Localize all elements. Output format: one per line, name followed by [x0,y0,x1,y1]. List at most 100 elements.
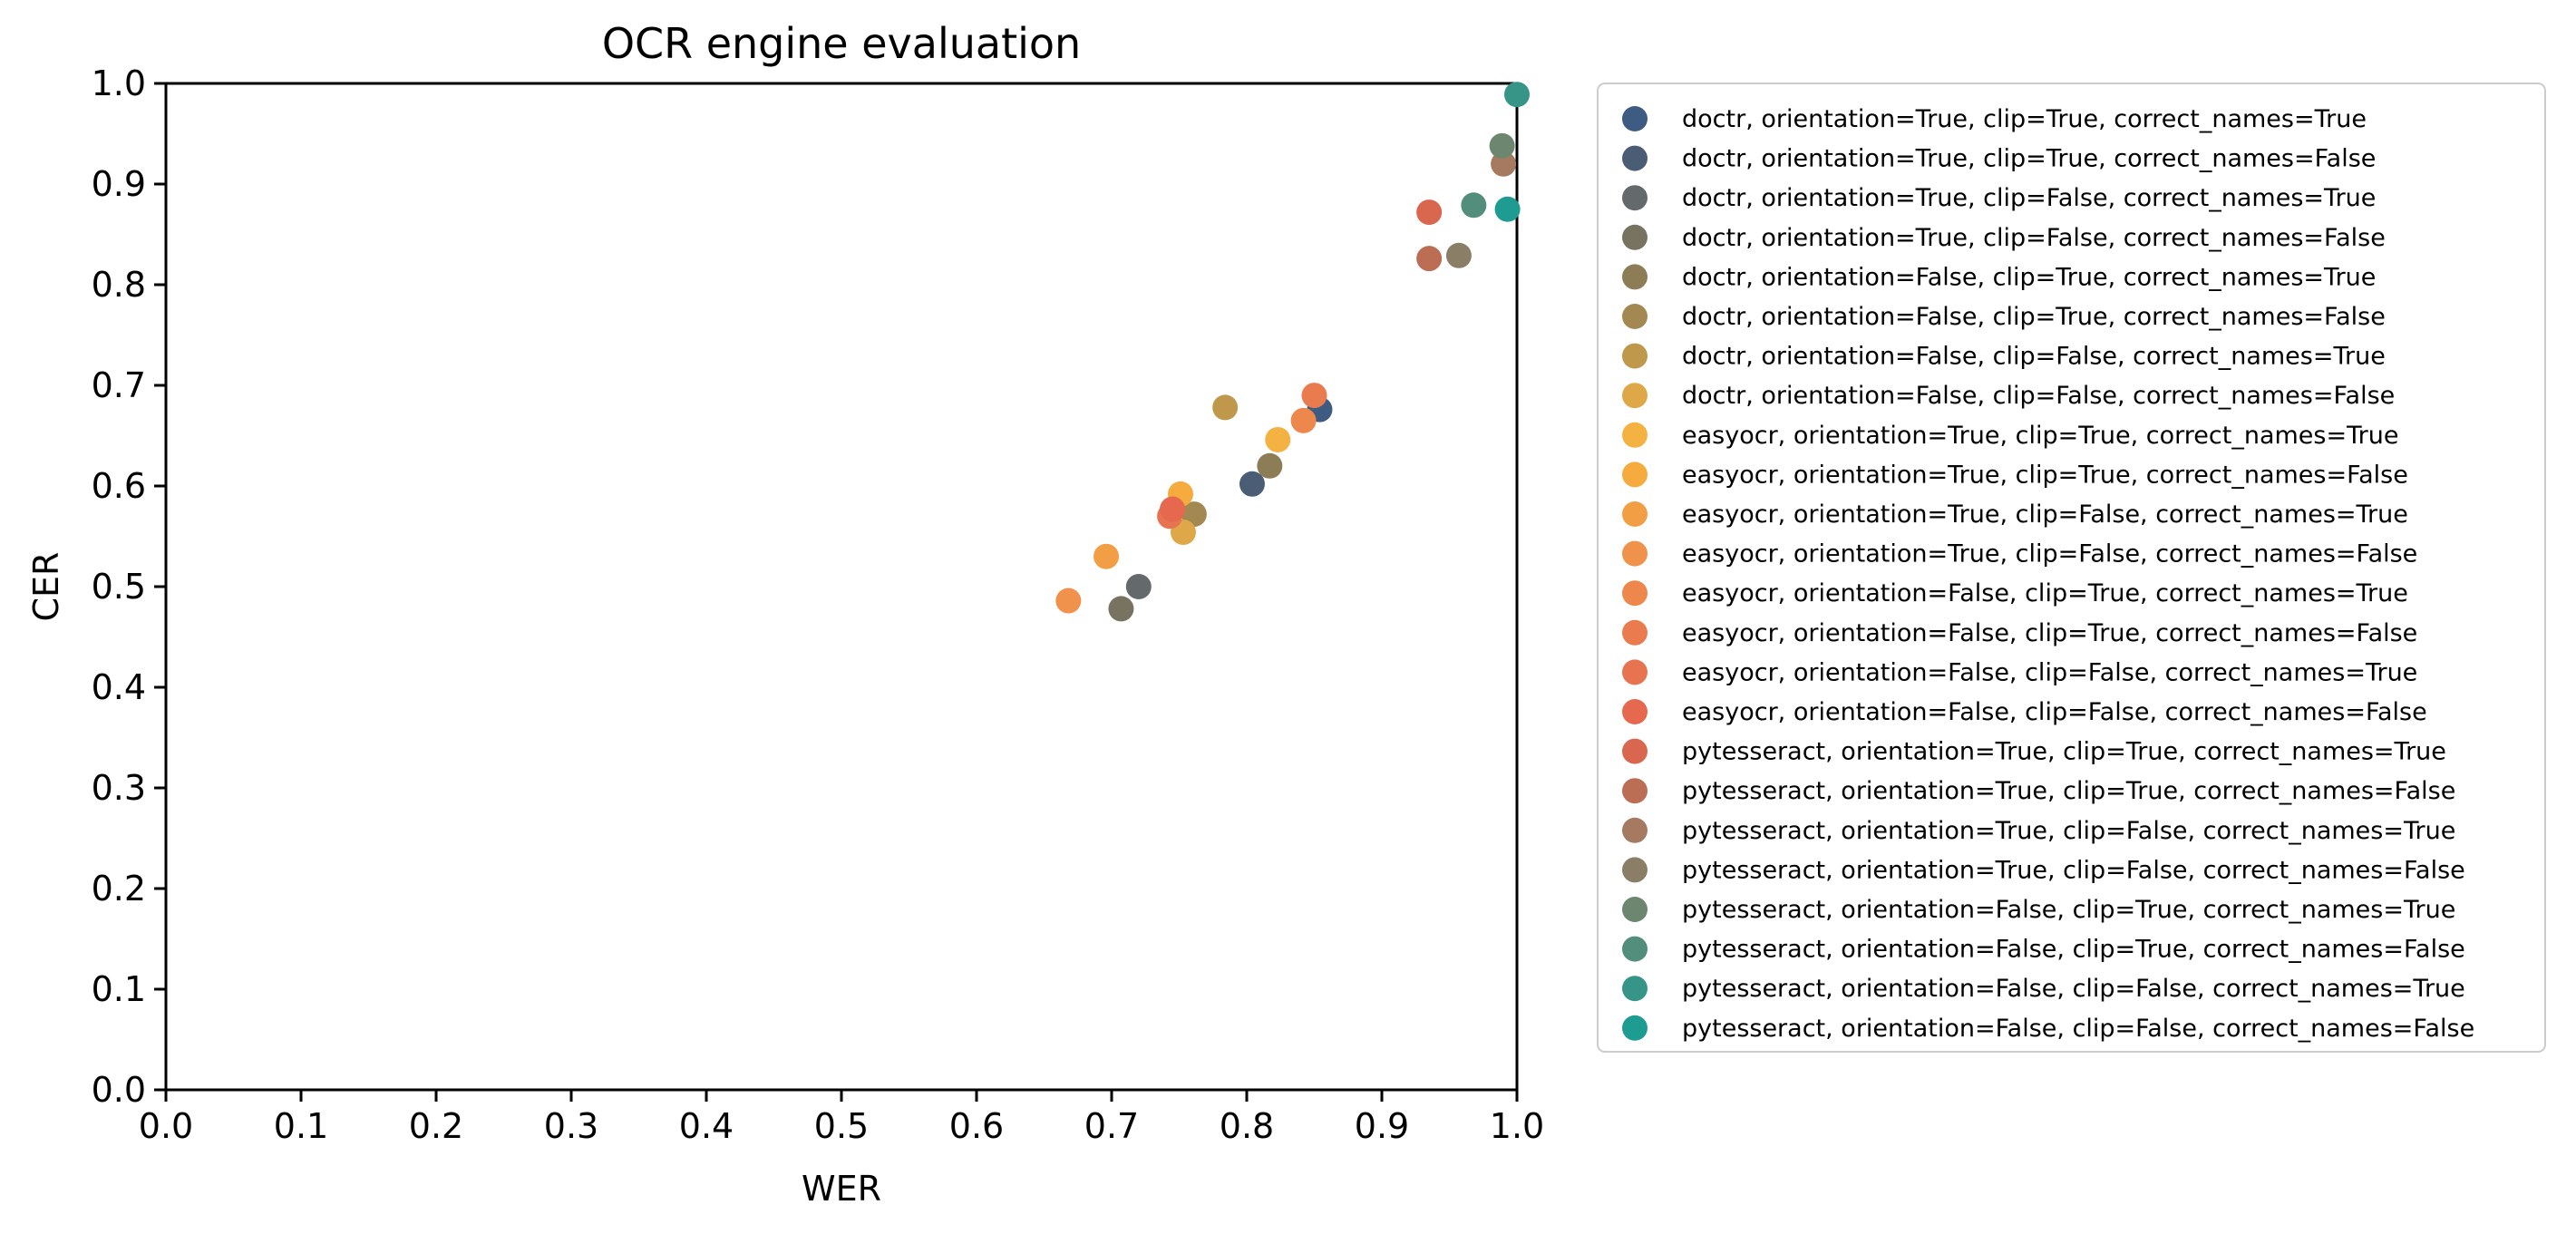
y-tick-label: 0.9 [92,164,146,204]
x-tick-label: 0.9 [1355,1106,1409,1146]
data-point [1416,199,1443,226]
legend-entry: easyocr, orientation=True, clip=True, co… [1682,461,2408,489]
legend-marker [1622,659,1648,685]
chart-title: OCR engine evaluation [602,19,1081,68]
legend-entry: pytesseract, orientation=True, clip=True… [1682,777,2455,805]
legend-marker [1622,817,1648,843]
x-tick-label: 1.0 [1490,1106,1544,1146]
legend-entry: doctr, orientation=True, clip=True, corr… [1682,145,2376,173]
legend-marker [1622,1015,1648,1041]
data-point [1290,407,1317,433]
data-point [1108,596,1134,622]
x-tick-label: 0.7 [1084,1106,1139,1146]
legend-entry: pytesseract, orientation=False, clip=Tru… [1682,896,2455,924]
y-tick-label: 0.5 [92,567,146,607]
data-point [1239,471,1265,497]
legend-entry: doctr, orientation=True, clip=False, cor… [1682,224,2386,252]
legend-marker [1622,897,1648,922]
data-point [1494,196,1521,222]
legend-entry: doctr, orientation=True, clip=True, corr… [1682,105,2367,133]
x-tick-label: 0.1 [274,1106,328,1146]
legend-entry: pytesseract, orientation=True, clip=True… [1682,738,2446,766]
y-tick-label: 0.7 [92,365,146,405]
legend-entry: pytesseract, orientation=False, clip=Fal… [1682,975,2465,1003]
legend-marker [1622,540,1648,567]
y-tick-label: 0.8 [92,265,146,305]
plot-area: 0.0 0.1 0.2 0.3 0.4 0.5 0.6 0.7 0.8 0.9 1.0 0.0 0.1… [92,63,1545,1146]
data-point [1160,496,1186,522]
legend-entry: pytesseract, orientation=True, clip=Fals… [1682,817,2455,845]
legend-frame [1597,83,2546,1053]
legend-entry: pytesseract, orientation=True, clip=Fals… [1682,856,2465,884]
y-tick-label: 0.0 [92,1070,146,1110]
plot-frame [164,82,1519,1092]
y-axis: 0.0 0.1 0.2 0.3 0.4 0.5 0.6 0.7 0.8 0.9 1.0 [92,63,166,1110]
data-point [1265,426,1291,452]
data-point [1125,574,1152,599]
x-tick-label: 0.4 [679,1106,734,1146]
data-point [1416,246,1443,272]
legend-entry: doctr, orientation=False, clip=False, co… [1682,382,2395,410]
legend-marker [1622,580,1648,607]
data-point [1461,192,1487,219]
legend-entry: pytesseract, orientation=False, clip=Tru… [1682,936,2465,964]
x-axis-label: WER [802,1169,881,1209]
legend-marker [1622,422,1648,448]
x-tick-label: 0.2 [409,1106,463,1146]
legend-entry: easyocr, orientation=False, clip=False, … [1682,658,2417,686]
legend-entry: easyocr, orientation=False, clip=False, … [1682,698,2427,726]
x-tick-label: 0.3 [544,1106,598,1146]
x-tick-label: 0.8 [1220,1106,1274,1146]
legend-entry: easyocr, orientation=True, clip=False, c… [1682,540,2417,568]
legend-entry: doctr, orientation=False, clip=True, cor… [1682,263,2376,291]
data-point [1094,543,1120,569]
legend-marker [1622,619,1648,646]
legend-entry: easyocr, orientation=True, clip=False, c… [1682,500,2408,529]
data-point [1257,452,1283,479]
y-tick-label: 1.0 [92,63,146,103]
y-tick-label: 0.1 [92,969,146,1009]
legend-marker [1622,501,1648,527]
data-point [1489,132,1515,159]
x-tick-label: 0.6 [949,1106,1004,1146]
legend-marker [1622,738,1648,764]
legend-entry: doctr, orientation=True, clip=False, cor… [1682,184,2376,212]
legend-marker [1622,224,1648,250]
y-tick-label: 0.2 [92,869,146,908]
legend: doctr, orientation=True, clip=True, corr… [1597,83,2546,1053]
legend-marker [1622,106,1648,131]
legend-entry: doctr, orientation=False, clip=True, cor… [1682,303,2386,331]
data-point [1055,588,1082,614]
legend-entry: doctr, orientation=False, clip=False, co… [1682,343,2386,371]
legend-marker [1622,185,1648,211]
legend-marker [1622,383,1648,409]
x-axis: 0.0 0.1 0.2 0.3 0.4 0.5 0.6 0.7 0.8 0.9 1.0 [139,1090,1544,1146]
data-point [1445,242,1472,268]
data-point [1301,383,1327,409]
y-tick-label: 0.3 [92,768,146,808]
legend-marker [1622,699,1648,724]
legend-marker [1622,857,1648,883]
legend-marker [1622,264,1648,290]
legend-entry: pytesseract, orientation=False, clip=Fal… [1682,1015,2474,1043]
data-point [1491,151,1517,177]
scatter-points [1055,82,1530,622]
legend-marker [1622,936,1648,962]
y-tick-label: 0.6 [92,466,146,506]
legend-marker [1622,778,1648,804]
legend-entry: easyocr, orientation=False, clip=True, c… [1682,619,2417,647]
legend-entry: easyocr, orientation=True, clip=True, co… [1682,422,2398,450]
x-tick-label: 0.5 [814,1106,869,1146]
y-axis-label: CER [26,552,66,622]
x-tick-label: 0.0 [139,1106,193,1146]
legend-entry: easyocr, orientation=False, clip=True, c… [1682,579,2408,607]
data-point [1212,394,1239,421]
data-point [1504,82,1530,108]
legend-marker [1622,462,1648,488]
legend-marker [1622,343,1648,369]
legend-marker [1622,304,1648,329]
legend-marker [1622,145,1648,171]
y-tick-label: 0.4 [92,667,146,707]
legend-marker [1622,976,1648,1002]
